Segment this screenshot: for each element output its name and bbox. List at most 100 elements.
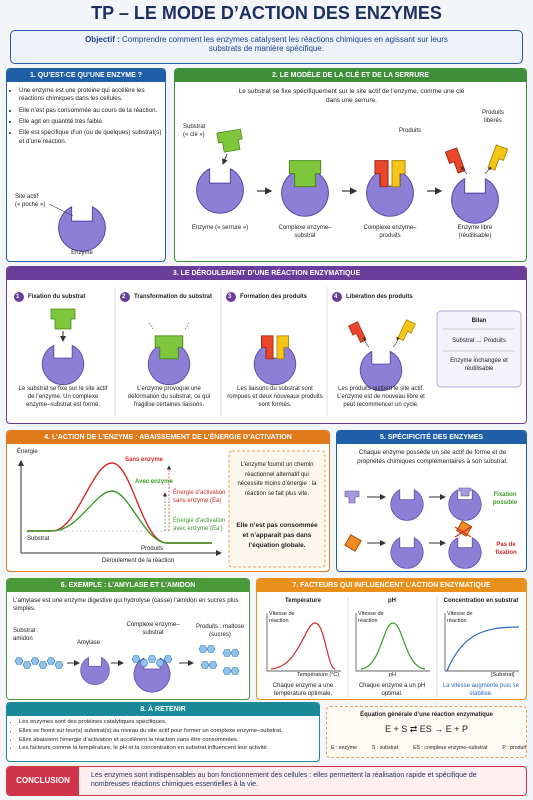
axis-label: Énergie	[17, 449, 38, 455]
caption: Chaque enzyme a un pH optimal.	[358, 683, 426, 698]
section-title: 4. L’ACTION DE L’ENZYME : ABAISSEMENT DE…	[7, 431, 329, 444]
panel-title: Température	[285, 598, 321, 604]
illustration	[344, 487, 482, 569]
illustration-shape	[147, 655, 157, 663]
illustration-shape	[344, 534, 362, 552]
illustration-shape	[14, 292, 24, 302]
axis-label: Vitesse de réaction	[447, 611, 473, 625]
caption: Complexe enzyme–produits	[363, 225, 417, 240]
axis-label: Vitesse de réaction	[358, 611, 384, 625]
illustration	[266, 597, 520, 697]
bullet: Les enzymes sont des protéines catalytiq…	[19, 719, 317, 727]
illustration-shape	[133, 657, 171, 693]
curve-label: Avec enzyme	[135, 479, 173, 485]
illustration-shape	[460, 166, 468, 175]
section-title: 1. QU’EST-CE QU’UNE ENZYME ?	[7, 69, 165, 82]
illustration-shape	[348, 321, 367, 345]
intro: L’amylase est une enzyme digestive qui h…	[13, 597, 239, 613]
illustration-shape	[253, 344, 297, 386]
step-title: Transformation du substrat	[134, 294, 213, 300]
illustration-shape	[360, 622, 426, 670]
step-text: L’enzyme provoque une déformation du sub…	[127, 386, 211, 409]
caption: Chaque enzyme a une température optimale…	[272, 683, 334, 698]
illustration-shape	[222, 667, 232, 675]
text-box: Une enzyme est une protéine qui accélère…	[11, 87, 163, 149]
objective-text: Comprendre comment les enzymes catalysen…	[121, 35, 448, 53]
axis-label: pH	[389, 672, 397, 678]
illustration-shape	[148, 322, 190, 330]
illustration-shape	[222, 153, 228, 165]
illustration-shape	[228, 450, 326, 568]
bullet: Elles se fixent sur leur(s) substrat(s) …	[19, 728, 317, 736]
label: Substrat : amidon	[13, 628, 39, 643]
illustration-shape	[50, 308, 76, 330]
section-title: 8. À RETENIR	[7, 703, 319, 716]
illustration-shape	[148, 322, 154, 330]
bullet: Elles abaissent l’énergie d’activation e…	[19, 737, 317, 745]
illustration-shape	[27, 490, 212, 544]
conclusion: CONCLUSION Les enzymes sont indispensabl…	[6, 766, 527, 796]
illustration	[14, 287, 522, 417]
illustration-shape	[120, 292, 130, 302]
section-8: 8. À RETENIR Les enzymes sont des protéi…	[6, 702, 320, 762]
illustration-shape	[155, 659, 165, 667]
result-label: Pas de fixation	[495, 542, 517, 557]
box-text: L’enzyme fournit un chemin réactionnel a…	[237, 462, 317, 497]
section-title: 7. FACTEURS QUI INFLUENCENT L’ACTION ENZ…	[257, 579, 526, 592]
axis-label: Déroulement de la réaction	[102, 558, 175, 564]
legend-item: S : substrat	[371, 745, 399, 751]
title: TP – LE MODE D’ACTION DES ENZYMES	[91, 3, 442, 23]
caption: La vitesse augmente puis se stabilise.	[442, 683, 520, 698]
annotation: Énergie d’activation avec enzyme (Ea’)	[173, 518, 226, 533]
result-label: Fixation possible	[492, 492, 518, 507]
illustration-shape	[392, 336, 400, 348]
step-text: Les liaisons du substrat sont rompues et…	[227, 386, 323, 409]
step-title: Libération des produits	[346, 294, 413, 300]
illustration-shape	[222, 649, 232, 657]
caption: Enzyme (« serrure »)	[191, 225, 249, 231]
illustration-shape	[458, 487, 472, 497]
label: Complexe enzyme–substrat	[126, 622, 180, 637]
summary-note: Enzyme inchangée et réutilisable	[450, 358, 508, 373]
illustration	[14, 645, 240, 693]
illustration-shape	[198, 645, 208, 653]
section-4: 4. L’ACTION DE L’ENZYME : ABAISSEMENT DE…	[6, 430, 330, 572]
axis-label: Température (°C)	[297, 672, 340, 678]
illustration-shape	[266, 613, 341, 672]
illustration-shape	[226, 292, 236, 302]
illustration-shape	[184, 322, 190, 330]
illustration-shape	[444, 613, 519, 672]
illustration-shape	[230, 649, 240, 657]
bullet-list: Les enzymes sont des protéines catalytiq…	[11, 719, 317, 753]
intro: Le substrat se fixe spécifiquement sur l…	[238, 88, 465, 104]
annotation: Énergie d’activation sans enzyme (Ea)	[173, 490, 226, 505]
equation-box: Équation générale d’une réaction enzymat…	[326, 706, 527, 758]
illustration-shape	[208, 661, 218, 669]
equation-title: Équation générale d’une réaction enzymat…	[360, 712, 493, 718]
illustration-shape	[14, 657, 24, 665]
illustration-shape	[332, 292, 342, 302]
axis-label: [Substrat]	[491, 672, 515, 678]
illustration-shape	[30, 657, 40, 665]
label: Amylase	[77, 640, 101, 646]
illustration-shape	[344, 490, 360, 504]
illustration-shape	[270, 622, 336, 670]
label: Produits	[141, 546, 164, 552]
objective-label: Objectif :	[85, 35, 120, 44]
illustration-shape	[14, 292, 342, 302]
section-title: 2. LE MODÈLE DE LA CLÉ ET DE LA SERRURE	[175, 69, 526, 82]
bullet: Elle n’est pas consommée au cours de la …	[19, 107, 163, 115]
label: Produits : maltose (sucres)	[195, 624, 245, 639]
section-2: 2. LE MODÈLE DE LA CLÉ ET DE LA SERRURE …	[174, 68, 527, 262]
section-5: 5. SPÉCIFICITÉ DES ENZYMES Chaque enzyme…	[336, 430, 527, 572]
equation-formula: E + S ⇄ ES → E + P	[384, 724, 469, 734]
illustration-shape	[54, 661, 64, 669]
illustration-shape	[444, 147, 466, 176]
bullet-list: Une enzyme est une protéine qui accélère…	[11, 87, 163, 146]
illustration-shape	[454, 526, 472, 538]
illustration-shape	[139, 659, 149, 667]
illustration-shape	[216, 128, 245, 154]
illustration-shape	[436, 310, 522, 388]
illustration-shape	[397, 319, 416, 343]
